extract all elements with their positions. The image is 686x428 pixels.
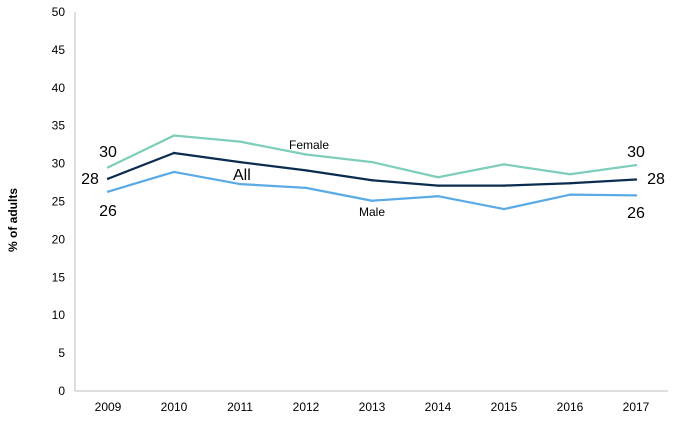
y-tick-label: 50 bbox=[52, 5, 66, 19]
series-line-female bbox=[107, 134, 637, 179]
y-tick-label: 20 bbox=[52, 232, 66, 246]
data-point-female bbox=[172, 134, 176, 137]
y-tick-label: 30 bbox=[52, 157, 66, 171]
x-tick-label: 2017 bbox=[623, 400, 650, 414]
data-point-female bbox=[502, 163, 506, 166]
y-tick-label: 10 bbox=[52, 308, 66, 322]
x-tick-labels: 2009 2010 2011 2012 2013 2014 2015 2016 2017 bbox=[95, 400, 650, 414]
y-tick-label: 45 bbox=[52, 43, 66, 57]
y-tick-label: 0 bbox=[58, 384, 65, 398]
x-tick-label: 2009 bbox=[95, 400, 122, 414]
data-point-female bbox=[238, 140, 242, 143]
data-point-female bbox=[568, 173, 572, 176]
x-tick-label: 2014 bbox=[425, 400, 452, 414]
data-point-male bbox=[568, 193, 572, 196]
data-point-all bbox=[568, 182, 572, 185]
data-point-female bbox=[634, 163, 638, 167]
y-tick-label: 5 bbox=[58, 346, 65, 360]
data-point-all bbox=[634, 178, 638, 181]
end-value-label-male: 26 bbox=[627, 205, 645, 222]
y-axis-title: % of adults bbox=[6, 188, 20, 252]
data-point-all bbox=[370, 179, 374, 182]
series-label-female: Female bbox=[289, 138, 329, 152]
y-tick-label: 35 bbox=[52, 119, 66, 133]
series-label-male: Male bbox=[359, 205, 385, 219]
data-point-male bbox=[106, 190, 110, 193]
x-tick-label: 2010 bbox=[161, 400, 188, 414]
end-value-label-female: 30 bbox=[627, 144, 645, 161]
x-tick-label: 2011 bbox=[227, 400, 253, 414]
start-value-label-all: 28 bbox=[81, 171, 99, 188]
y-tick-label: 25 bbox=[52, 195, 66, 209]
end-value-label-all: 28 bbox=[647, 171, 665, 188]
data-point-male bbox=[304, 186, 308, 190]
data-point-male bbox=[370, 199, 374, 202]
data-point-female bbox=[106, 166, 110, 169]
data-point-male bbox=[436, 194, 440, 198]
data-point-male bbox=[172, 170, 176, 174]
data-point-all bbox=[172, 151, 176, 155]
series-line-male bbox=[107, 170, 637, 211]
x-tick-label: 2016 bbox=[557, 400, 584, 414]
data-point-female bbox=[370, 160, 374, 164]
series-label-all: All bbox=[233, 167, 251, 184]
data-point-all bbox=[304, 169, 308, 172]
data-point-all bbox=[502, 184, 506, 187]
data-point-all bbox=[436, 184, 440, 187]
data-point-male bbox=[502, 207, 506, 211]
data-point-all bbox=[238, 160, 242, 164]
data-point-female bbox=[304, 153, 308, 156]
data-point-female bbox=[436, 176, 440, 179]
data-point-all bbox=[106, 177, 110, 180]
x-tick-label: 2012 bbox=[293, 400, 320, 414]
start-value-label-female: 30 bbox=[99, 144, 117, 161]
y-tick-label: 40 bbox=[52, 81, 66, 95]
y-tick-labels: 0 5 10 15 20 25 30 35 40 45 50 bbox=[52, 5, 66, 398]
y-tick-label: 15 bbox=[52, 270, 66, 284]
start-value-label-male: 26 bbox=[99, 203, 117, 220]
series-layer bbox=[106, 134, 638, 211]
x-tick-label: 2015 bbox=[491, 400, 518, 414]
x-tick-label: 2013 bbox=[359, 400, 386, 414]
data-point-male bbox=[634, 194, 638, 197]
data-point-male bbox=[238, 182, 242, 186]
